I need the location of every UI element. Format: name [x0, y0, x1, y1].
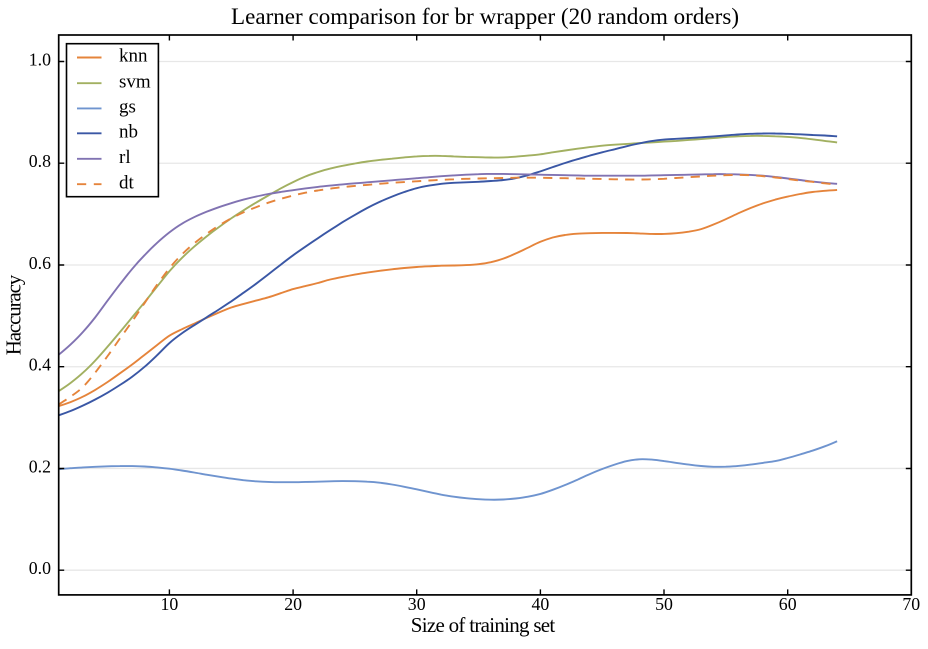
svg-text:60: 60 — [779, 594, 797, 614]
svg-text:1.0: 1.0 — [29, 49, 51, 69]
svg-text:10: 10 — [161, 594, 179, 614]
svg-text:40: 40 — [532, 594, 550, 614]
svg-text:0.8: 0.8 — [29, 151, 51, 171]
svg-text:30: 30 — [408, 594, 426, 614]
svg-text:dt: dt — [119, 172, 135, 193]
svg-text:gs: gs — [119, 97, 136, 118]
svg-text:knn: knn — [119, 46, 148, 67]
svg-text:Haccuracy: Haccuracy — [2, 274, 26, 355]
svg-text:rl: rl — [119, 147, 131, 168]
svg-text:70: 70 — [902, 594, 920, 614]
svg-text:50: 50 — [655, 594, 673, 614]
svg-text:0.0: 0.0 — [29, 558, 51, 578]
svg-text:Learner comparison for br wrap: Learner comparison for br wrapper (20 ra… — [231, 4, 739, 29]
svg-text:0.2: 0.2 — [29, 456, 51, 476]
svg-text:Size of training set: Size of training set — [411, 613, 556, 637]
svg-text:0.6: 0.6 — [29, 253, 51, 273]
svg-text:20: 20 — [284, 594, 302, 614]
svg-text:svm: svm — [119, 71, 151, 92]
svg-text:nb: nb — [119, 122, 138, 143]
svg-text:0.4: 0.4 — [29, 355, 51, 375]
